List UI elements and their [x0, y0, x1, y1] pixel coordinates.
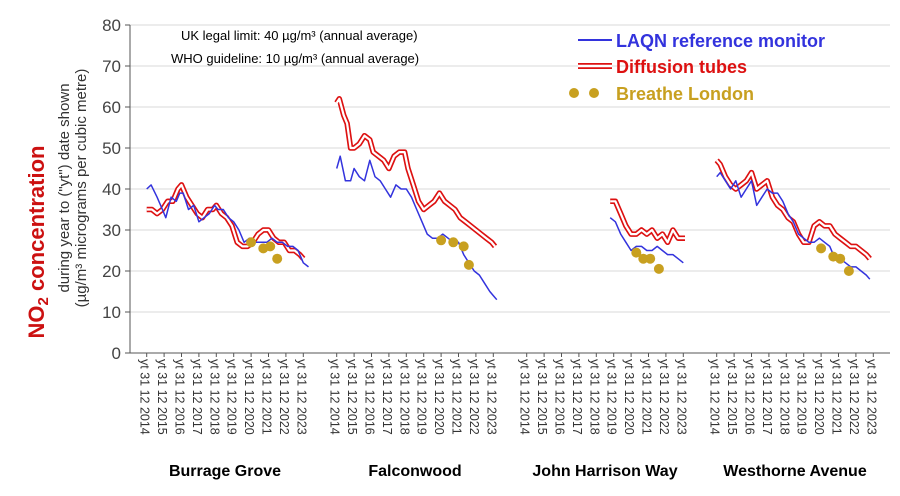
y-tick-label: 40	[102, 180, 121, 199]
y-tick-label: 10	[102, 303, 121, 322]
breathe-point-3-2	[835, 253, 846, 264]
legend-breathe-dot-1	[569, 88, 579, 98]
breathe-point-2-2	[645, 253, 656, 264]
site-name-1: Falconwood	[368, 463, 461, 480]
y-axis-title-line2: during year to ("yt") date shown	[56, 83, 73, 292]
x-tick-label: yt 31 12 2015	[725, 359, 739, 435]
laqn-line-2	[609, 217, 684, 264]
gridlines	[130, 24, 890, 313]
x-tick-label: yt 31 12 2014	[708, 359, 722, 435]
legend-breathe-dot-2	[589, 88, 599, 98]
y-axis-title-sub: 2	[35, 297, 52, 305]
x-tick-label: yt 31 12 2022	[277, 359, 291, 435]
x-tick-label: yt 31 12 2016	[743, 359, 757, 435]
x-tick-label: yt 31 12 2019	[415, 359, 429, 435]
site-name-3: Westhorne Avenue	[723, 463, 867, 480]
x-tick-label: yt 31 12 2021	[450, 359, 464, 435]
diffusion-tubes-line-1-outer	[334, 96, 498, 249]
who-guideline-note: WHO guideline: 10 µg/m³ (annual average)	[171, 51, 419, 66]
diffusion-tubes-line-3-inner	[715, 159, 871, 260]
laqn-line-3	[716, 171, 871, 280]
x-tick-label: yt 31 12 2017	[190, 359, 204, 435]
legend: LAQN reference monitor Diffusion tubes B…	[569, 31, 825, 104]
y-axis-title-line3: (µg/m³ micrograms per cubic metre)	[73, 69, 90, 308]
x-tick-label: yt 31 12 2016	[363, 359, 377, 435]
x-tick-label: yt 31 12 2019	[225, 359, 239, 435]
y-axis-title: NO2 concentration during year to ("yt") …	[24, 69, 90, 339]
breathe-point-0-3	[272, 253, 283, 264]
uk-limit-note: UK legal limit: 40 µg/m³ (annual average…	[181, 28, 418, 43]
diffusion-tubes-line-2-inner	[610, 200, 685, 244]
x-tick-label: yt 31 12 2018	[207, 359, 221, 435]
site-names: Burrage Grove Falconwood John Harrison Way…	[169, 463, 867, 480]
breathe-point-1-1	[448, 237, 459, 248]
breathe-point-1-3	[463, 259, 474, 270]
x-tick-label: yt 31 12 2023	[294, 359, 308, 435]
x-tick-label: yt 31 12 2020	[622, 359, 636, 435]
legend-tubes-label: Diffusion tubes	[616, 57, 747, 77]
laqn-line-0	[146, 184, 309, 268]
x-tick-label: yt 31 12 2022	[467, 359, 481, 435]
y-tick-label: 20	[102, 262, 121, 281]
breathe-point-2-0	[631, 247, 642, 258]
x-tick-label: yt 31 12 2018	[777, 359, 791, 435]
x-tick-label: yt 31 12 2023	[484, 359, 498, 435]
x-tick-label: yt 31 12 2020	[812, 359, 826, 435]
breathe-point-3-0	[816, 243, 827, 254]
breathe-point-1-0	[436, 235, 447, 246]
y-axis-title-rest: concentration	[24, 146, 49, 298]
legend-laqn-label: LAQN reference monitor	[616, 31, 825, 51]
x-tick-label: yt 31 12 2021	[260, 359, 274, 435]
y-tick-label: 80	[102, 16, 121, 35]
x-tick-label: yt 31 12 2017	[380, 359, 394, 435]
site-name-0: Burrage Grove	[169, 463, 281, 480]
x-tick-label: yt 31 12 2020	[242, 359, 256, 435]
x-tick-label: yt 31 12 2020	[432, 359, 446, 435]
x-axis-tick-labels: yt 31 12 2014 yt 31 12 2015 yt 31 12 2016 y…	[138, 353, 878, 435]
breathe-point-2-3	[653, 263, 664, 274]
x-tick-label: yt 31 12 2023	[674, 359, 688, 435]
x-tick-label: yt 31 12 2018	[397, 359, 411, 435]
x-tick-label: yt 31 12 2015	[535, 359, 549, 435]
x-tick-label: yt 31 12 2017	[760, 359, 774, 435]
x-tick-label: yt 31 12 2015	[155, 359, 169, 435]
y-tick-label: 30	[102, 221, 121, 240]
x-tick-label: yt 31 12 2014	[518, 359, 532, 435]
diffusion-tubes-line-1-inner	[335, 97, 496, 248]
x-tick-label: yt 31 12 2023	[864, 359, 878, 435]
diffusion-tubes-line-0-outer	[146, 182, 306, 261]
y-tick-label: 60	[102, 98, 121, 117]
breathe-point-2-1	[638, 253, 649, 264]
legend-breathe-label: Breathe London	[616, 84, 754, 104]
x-tick-label: yt 31 12 2021	[830, 359, 844, 435]
breathe-point-0-0	[246, 237, 257, 248]
x-tick-label: yt 31 12 2022	[847, 359, 861, 435]
x-tick-label: yt 31 12 2019	[605, 359, 619, 435]
x-tick-label: yt 31 12 2015	[345, 359, 359, 435]
x-tick-label: yt 31 12 2017	[570, 359, 584, 435]
y-tick-label: 70	[102, 57, 121, 76]
y-axis-title-no: NO	[24, 305, 49, 338]
y-tick-label: 50	[102, 139, 121, 158]
breathe-point-1-2	[458, 241, 469, 252]
breathe-point-3-3	[843, 266, 854, 276]
x-tick-label: yt 31 12 2014	[138, 359, 152, 435]
y-axis-title-main: NO2 concentration	[24, 146, 52, 339]
x-tick-label: yt 31 12 2019	[795, 359, 809, 435]
x-tick-label: yt 31 12 2014	[328, 359, 342, 435]
y-tick-label: 0	[112, 344, 121, 363]
diffusion-tubes-line-0-inner	[146, 183, 305, 260]
x-tick-label: yt 31 12 2021	[640, 359, 654, 435]
x-tick-label: yt 31 12 2016	[553, 359, 567, 435]
breathe-point-0-2	[265, 241, 276, 252]
series-layer	[146, 96, 872, 301]
site-name-2: John Harrison Way	[532, 463, 677, 480]
x-tick-label: yt 31 12 2016	[173, 359, 187, 435]
x-tick-label: yt 31 12 2018	[587, 359, 601, 435]
x-tick-label: yt 31 12 2022	[657, 359, 671, 435]
y-axis-ticks: 0 10 20 30 40 50 60 70 80	[102, 16, 130, 363]
